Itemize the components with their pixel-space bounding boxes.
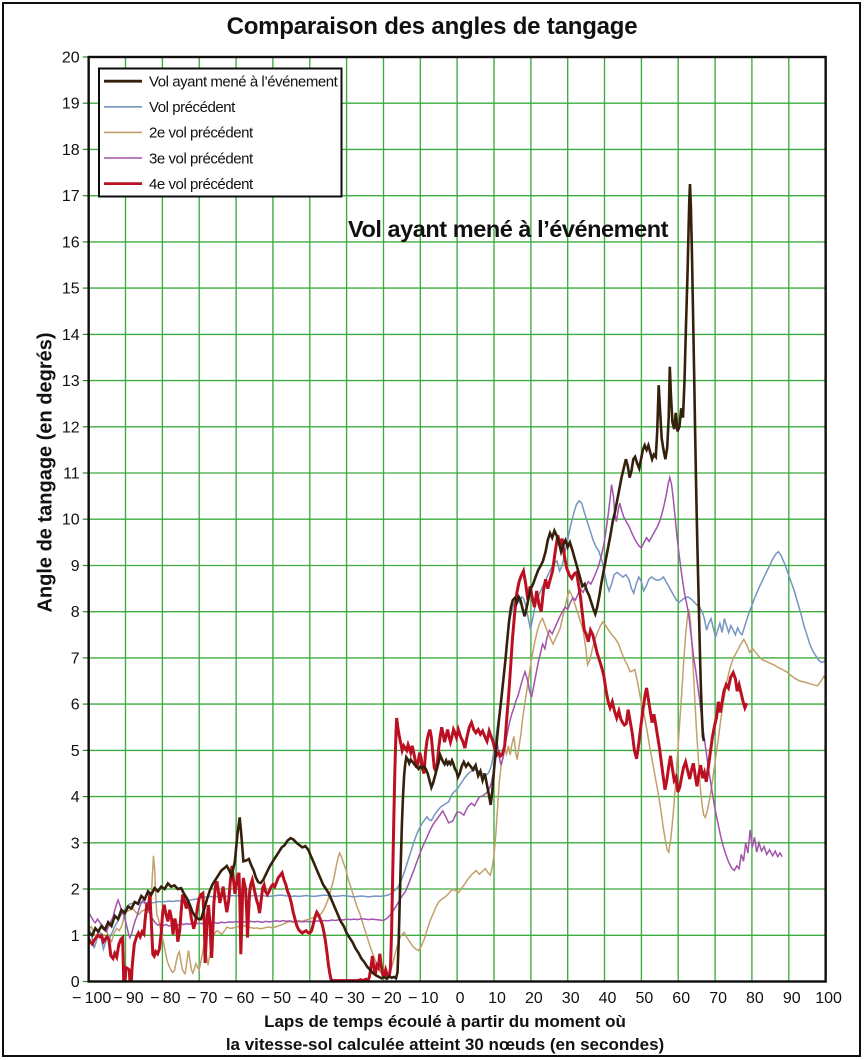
svg-text:11: 11: [63, 466, 80, 483]
svg-text:3e vol précédent: 3e vol précédent: [149, 150, 254, 167]
svg-text:4: 4: [71, 789, 80, 806]
svg-text:0: 0: [456, 990, 465, 1007]
svg-text:3: 3: [71, 835, 80, 852]
svg-text:− 40: − 40: [298, 990, 328, 1007]
svg-text:0: 0: [71, 974, 80, 991]
svg-text:40: 40: [599, 990, 617, 1007]
svg-text:10: 10: [488, 990, 506, 1007]
svg-text:90: 90: [783, 990, 801, 1007]
svg-text:50: 50: [636, 990, 654, 1007]
svg-text:− 50: − 50: [261, 990, 291, 1007]
svg-text:− 90: − 90: [113, 990, 143, 1007]
svg-text:5: 5: [71, 743, 80, 760]
svg-text:16: 16: [62, 234, 80, 251]
svg-text:7: 7: [71, 650, 80, 667]
svg-text:10: 10: [62, 512, 80, 529]
svg-text:80: 80: [746, 990, 764, 1007]
svg-text:14: 14: [62, 327, 80, 344]
svg-text:19: 19: [62, 96, 80, 113]
svg-text:9: 9: [71, 558, 80, 575]
svg-text:− 80: − 80: [150, 990, 180, 1007]
svg-text:18: 18: [62, 142, 80, 159]
svg-text:100: 100: [815, 990, 842, 1007]
svg-text:13: 13: [62, 373, 80, 390]
svg-text:− 30: − 30: [334, 990, 364, 1007]
svg-text:2e vol précédent: 2e vol précédent: [149, 125, 254, 142]
svg-text:20: 20: [62, 50, 80, 67]
svg-text:2: 2: [71, 882, 80, 899]
svg-text:30: 30: [562, 990, 580, 1007]
svg-text:17: 17: [62, 188, 80, 205]
svg-text:− 10: − 10: [408, 990, 438, 1007]
svg-text:8: 8: [71, 604, 80, 621]
svg-text:− 60: − 60: [224, 990, 254, 1007]
svg-text:Vol précédent: Vol précédent: [149, 99, 236, 116]
svg-text:15: 15: [62, 281, 80, 298]
svg-text:1: 1: [71, 928, 80, 945]
svg-text:6: 6: [71, 697, 80, 714]
svg-text:70: 70: [709, 990, 727, 1007]
svg-text:4e vol précédent: 4e vol précédent: [149, 176, 254, 193]
svg-text:60: 60: [672, 990, 690, 1007]
svg-text:− 20: − 20: [371, 990, 401, 1007]
svg-text:20: 20: [525, 990, 543, 1007]
svg-text:Vol ayant mené à l’événement: Vol ayant mené à l’événement: [149, 74, 339, 91]
svg-text:− 70: − 70: [187, 990, 217, 1007]
svg-text:12: 12: [62, 419, 80, 436]
svg-text:− 100: − 100: [72, 990, 111, 1007]
